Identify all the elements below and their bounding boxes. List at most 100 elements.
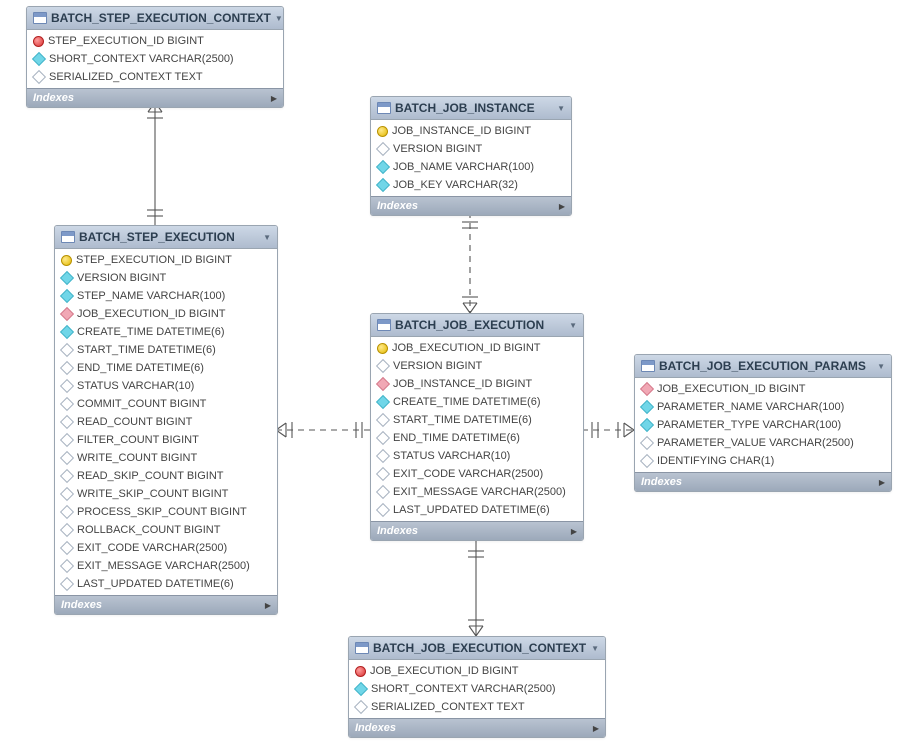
column-row[interactable]: JOB_EXECUTION_ID BIGINT <box>349 662 605 680</box>
entity-columns: JOB_EXECUTION_ID BIGINTPARAMETER_NAME VA… <box>635 378 891 472</box>
column-fk-icon <box>640 382 654 396</box>
column-row[interactable]: SHORT_CONTEXT VARCHAR(2500) <box>27 50 283 68</box>
collapse-icon[interactable]: ▼ <box>591 644 599 653</box>
column-label: COMMIT_COUNT BIGINT <box>77 397 206 411</box>
column-row[interactable]: STEP_EXECUTION_ID BIGINT <box>55 251 277 269</box>
entity-title: BATCH_JOB_EXECUTION_PARAMS <box>659 359 873 373</box>
collapse-icon[interactable]: ▼ <box>877 362 885 371</box>
entity-batch_step_execution[interactable]: BATCH_STEP_EXECUTION▼ STEP_EXECUTION_ID B… <box>54 225 278 615</box>
column-row[interactable]: STATUS VARCHAR(10) <box>371 447 583 465</box>
column-row[interactable]: WRITE_COUNT BIGINT <box>55 449 277 467</box>
column-row[interactable]: VERSION BIGINT <box>371 357 583 375</box>
column-row[interactable]: WRITE_SKIP_COUNT BIGINT <box>55 485 277 503</box>
column-row[interactable]: EXIT_CODE VARCHAR(2500) <box>371 465 583 483</box>
column-row[interactable]: READ_SKIP_COUNT BIGINT <box>55 467 277 485</box>
column-row[interactable]: END_TIME DATETIME(6) <box>55 359 277 377</box>
column-label: JOB_NAME VARCHAR(100) <box>393 160 534 174</box>
entity-batch_step_execution_context[interactable]: BATCH_STEP_EXECUTION_CONTEXT▼STEP_EXECUT… <box>26 6 284 108</box>
entity-header[interactable]: BATCH_JOB_EXECUTION_CONTEXT▼ <box>349 637 605 660</box>
column-row[interactable]: STATUS VARCHAR(10) <box>55 377 277 395</box>
column-row[interactable]: COMMIT_COUNT BIGINT <box>55 395 277 413</box>
expand-icon[interactable]: ▶ <box>559 202 565 211</box>
column-row[interactable]: SERIALIZED_CONTEXT TEXT <box>27 68 283 86</box>
column-label: LAST_UPDATED DATETIME(6) <box>393 503 550 517</box>
entity-header[interactable]: BATCH_STEP_EXECUTION▼ <box>55 226 277 249</box>
column-row[interactable]: IDENTIFYING CHAR(1) <box>635 452 891 470</box>
collapse-icon[interactable]: ▼ <box>569 321 577 330</box>
entity-header[interactable]: BATCH_JOB_INSTANCE▼ <box>371 97 571 120</box>
column-row[interactable]: CREATE_TIME DATETIME(6) <box>55 323 277 341</box>
entity-batch_job_execution[interactable]: BATCH_JOB_EXECUTION▼ JOB_EXECUTION_ID BIG… <box>370 313 584 541</box>
column-row[interactable]: EXIT_CODE VARCHAR(2500) <box>55 539 277 557</box>
column-row[interactable]: JOB_EXECUTION_ID BIGINT <box>55 305 277 323</box>
column-filled-icon <box>640 418 654 432</box>
column-label: PARAMETER_TYPE VARCHAR(100) <box>657 418 841 432</box>
column-row[interactable]: PARAMETER_TYPE VARCHAR(100) <box>635 416 891 434</box>
entity-columns: STEP_EXECUTION_ID BIGINT SHORT_CONTEXT VA… <box>27 30 283 88</box>
column-row[interactable]: JOB_INSTANCE_ID BIGINT <box>371 122 571 140</box>
column-row[interactable]: EXIT_MESSAGE VARCHAR(2500) <box>371 483 583 501</box>
collapse-icon[interactable]: ▼ <box>275 14 283 23</box>
column-label: READ_SKIP_COUNT BIGINT <box>77 469 224 483</box>
column-row[interactable]: JOB_EXECUTION_ID BIGINT <box>635 380 891 398</box>
indexes-label: Indexes <box>355 722 396 734</box>
column-label: WRITE_COUNT BIGINT <box>77 451 197 465</box>
expand-icon[interactable]: ▶ <box>265 601 271 610</box>
column-row[interactable]: LAST_UPDATED DATETIME(6) <box>371 501 583 519</box>
column-row[interactable]: READ_COUNT BIGINT <box>55 413 277 431</box>
column-row[interactable]: PARAMETER_VALUE VARCHAR(2500) <box>635 434 891 452</box>
column-row[interactable]: EXIT_MESSAGE VARCHAR(2500) <box>55 557 277 575</box>
column-hollow-icon <box>60 505 74 519</box>
column-label: STEP_EXECUTION_ID BIGINT <box>48 34 204 48</box>
entity-footer-indexes[interactable]: Indexes ▶ <box>349 718 605 737</box>
column-label: START_TIME DATETIME(6) <box>77 343 216 357</box>
column-row[interactable]: PARAMETER_NAME VARCHAR(100) <box>635 398 891 416</box>
entity-batch_job_instance[interactable]: BATCH_JOB_INSTANCE▼JOB_INSTANCE_ID BIGIN… <box>370 96 572 216</box>
column-row[interactable]: START_TIME DATETIME(6) <box>371 411 583 429</box>
column-row[interactable]: JOB_NAME VARCHAR(100) <box>371 158 571 176</box>
column-row[interactable]: VERSION BIGINT <box>55 269 277 287</box>
expand-icon[interactable]: ▶ <box>271 94 277 103</box>
entity-footer-indexes[interactable]: Indexes▶ <box>371 521 583 540</box>
column-filled-icon <box>60 325 74 339</box>
column-hollow-icon <box>60 577 74 591</box>
entity-footer-indexes[interactable]: Indexes▶ <box>55 595 277 614</box>
column-row[interactable]: SERIALIZED_CONTEXT TEXT <box>349 698 605 716</box>
column-row[interactable]: VERSION BIGINT <box>371 140 571 158</box>
entity-header[interactable]: BATCH_JOB_EXECUTION▼ <box>371 314 583 337</box>
column-row[interactable]: JOB_KEY VARCHAR(32) <box>371 176 571 194</box>
expand-icon[interactable]: ▶ <box>879 478 885 487</box>
entity-batch_job_execution_params[interactable]: BATCH_JOB_EXECUTION_PARAMS ▼ JOB_EXECUTION… <box>634 354 892 492</box>
column-row[interactable]: JOB_INSTANCE_ID BIGINT <box>371 375 583 393</box>
column-hollow-icon <box>60 541 74 555</box>
collapse-icon[interactable]: ▼ <box>263 233 271 242</box>
column-hollow-icon <box>376 431 390 445</box>
column-row[interactable]: END_TIME DATETIME(6) <box>371 429 583 447</box>
entity-batch_job_execution_context[interactable]: BATCH_JOB_EXECUTION_CONTEXT▼ JOB_EXECUTIO… <box>348 636 606 738</box>
column-row[interactable]: SHORT_CONTEXT VARCHAR(2500) <box>349 680 605 698</box>
entity-header[interactable]: BATCH_STEP_EXECUTION_CONTEXT▼ <box>27 7 283 30</box>
column-row[interactable]: LAST_UPDATED DATETIME(6) <box>55 575 277 593</box>
collapse-icon[interactable]: ▼ <box>557 104 565 113</box>
column-hollow-icon <box>376 413 390 427</box>
column-row[interactable]: FILTER_COUNT BIGINT <box>55 431 277 449</box>
column-row[interactable]: PROCESS_SKIP_COUNT BIGINT <box>55 503 277 521</box>
column-row[interactable]: STEP_EXECUTION_ID BIGINT <box>27 32 283 50</box>
column-label: JOB_EXECUTION_ID BIGINT <box>77 307 226 321</box>
expand-icon[interactable]: ▶ <box>593 724 599 733</box>
entity-footer-indexes[interactable]: Indexes▶ <box>371 196 571 215</box>
entity-footer-indexes[interactable]: Indexes▶ <box>27 88 283 107</box>
column-row[interactable]: ROLLBACK_COUNT BIGINT <box>55 521 277 539</box>
column-row[interactable]: CREATE_TIME DATETIME(6) <box>371 393 583 411</box>
entity-footer-indexes[interactable]: Indexes▶ <box>635 472 891 491</box>
entity-columns: JOB_INSTANCE_ID BIGINTVERSION BIGINT JOB_… <box>371 120 571 196</box>
entity-header[interactable]: BATCH_JOB_EXECUTION_PARAMS ▼ <box>635 355 891 378</box>
column-row[interactable]: JOB_EXECUTION_ID BIGINT <box>371 339 583 357</box>
column-label: PROCESS_SKIP_COUNT BIGINT <box>77 505 247 519</box>
column-row[interactable]: START_TIME DATETIME(6) <box>55 341 277 359</box>
column-hollow-icon <box>60 469 74 483</box>
column-row[interactable]: STEP_NAME VARCHAR(100) <box>55 287 277 305</box>
expand-icon[interactable]: ▶ <box>571 527 577 536</box>
column-hollow-icon <box>60 397 74 411</box>
column-hollow-icon <box>376 142 390 156</box>
